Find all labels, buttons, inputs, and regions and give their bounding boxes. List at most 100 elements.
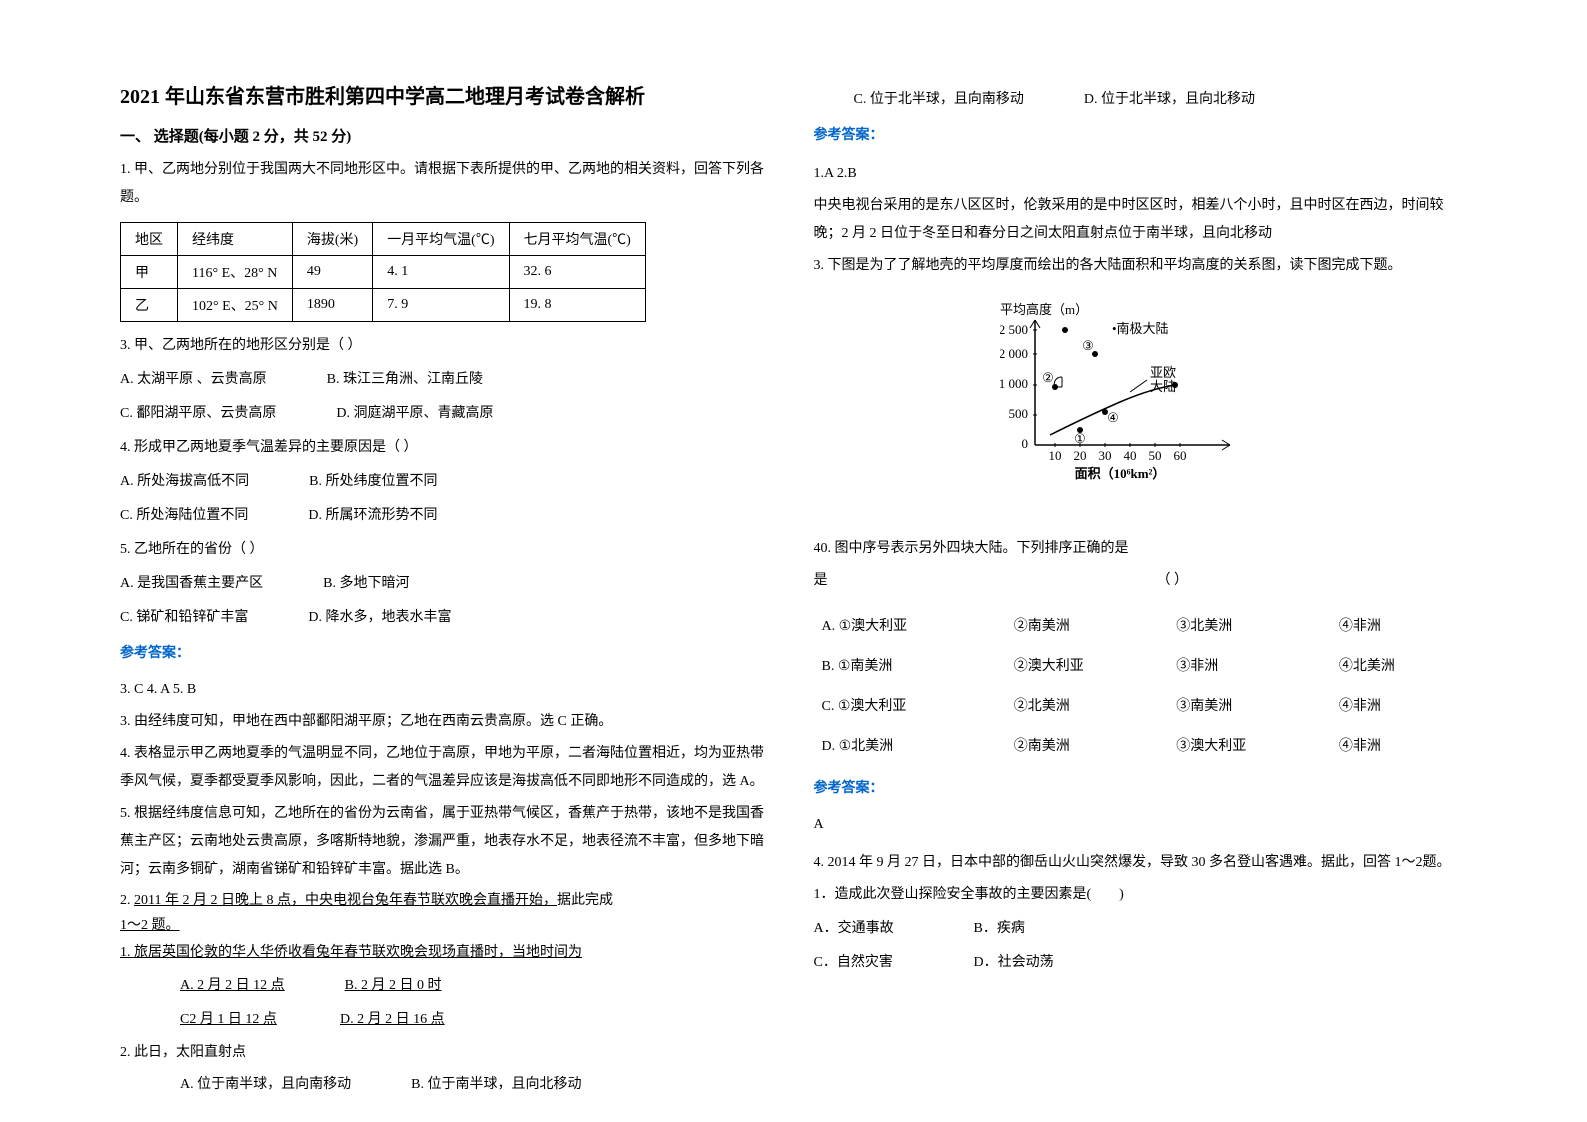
choice-d: D. 洞庭湖平原、青藏高原 [336, 400, 493, 428]
q2-answers: 1.A 2.B [814, 160, 1468, 188]
choice-row: C．自然灾害 D．社会动荡 [814, 949, 1468, 977]
choice-row: A．交通事故 B．疾病 [814, 915, 1468, 943]
choice-a: A. 太湖平原 、云贵高原 [120, 366, 267, 394]
opt-cell: ③非洲 [1168, 645, 1331, 685]
q4-stem: 4. 2014 年 9 月 27 日，日本中部的御岳山火山突然爆发，导致 30 … [814, 849, 1468, 877]
right-column: C. 位于北半球，且向南移动 D. 位于北半球，且向北移动 参考答案： 1.A … [794, 80, 1488, 1082]
section-heading: 一、 选择题(每小题 2 分，共 52 分) [120, 125, 774, 146]
table-row: 甲 116° E、28° N 49 4. 1 32. 6 [121, 256, 646, 289]
xtick: 20 [1074, 448, 1087, 463]
point-label-named: •南极大陆 [1112, 321, 1169, 336]
point-label-named: 大陆 [1150, 379, 1176, 394]
q1-sub3: 3. 甲、乙两地所在的地形区分别是（ ） [120, 332, 774, 360]
table-cell: 甲 [121, 256, 178, 289]
q3-sub40-tail: 是 （ ） [814, 567, 1468, 595]
answer-label: 参考答案： [814, 122, 1468, 150]
choice-b: B. 多地下暗河 [323, 570, 423, 598]
choice-c: C2 月 1 日 12 点 [180, 1006, 280, 1034]
choice-row: A. 位于南半球，且向南移动 B. 位于南半球，且向北移动 [120, 1071, 774, 1099]
choice-row: A. 2 月 2 日 12 点 B. 2 月 2 日 0 时 [120, 972, 774, 1000]
q2-stem: 2. 2011 年 2 月 2 日晚上 8 点，中央电视台兔年春节联欢晚会直播开… [120, 888, 774, 938]
xtick: 50 [1149, 448, 1162, 463]
ytick: 2 000 [1000, 346, 1028, 361]
table-cell: 49 [292, 256, 372, 289]
opt-cell: A. ①澳大利亚 [814, 605, 1006, 645]
opt-cell: ③北美洲 [1168, 605, 1331, 645]
choice-b: B. 所处纬度位置不同 [309, 468, 437, 496]
choice-row: A. 是我国香蕉主要产区 B. 多地下暗河 [120, 570, 774, 598]
q2-sub2: 2. 此日，太阳直射点 [120, 1040, 774, 1065]
choice-row: C. 锑矿和铅锌矿丰富 D. 降水多，地表水丰富 [120, 604, 774, 632]
table-header: 一月平均气温(℃) [373, 223, 509, 256]
choice-b: B. 2 月 2 日 0 时 [345, 972, 445, 1000]
ytick: 1 000 [1000, 376, 1028, 391]
left-column: 2021 年山东省东营市胜利第四中学高二地理月考试卷含解析 一、 选择题(每小题… [100, 80, 794, 1082]
opt-cell: ②南美洲 [1006, 725, 1169, 765]
choice-a: A．交通事故 [814, 915, 914, 943]
y-axis-title: 平均高度（m） [1000, 302, 1088, 317]
choice-b: B．疾病 [974, 915, 1074, 943]
point-label: ④ [1107, 410, 1119, 425]
table-header: 海拔(米) [292, 223, 372, 256]
data-table-q1: 地区 经纬度 海拔(米) 一月平均气温(℃) 七月平均气温(℃) 甲 116° … [120, 222, 646, 322]
table-cell: 116° E、28° N [178, 256, 293, 289]
table-row: 乙 102° E、25° N 1890 7. 9 19. 8 [121, 289, 646, 322]
choice-d: D．社会动荡 [974, 949, 1074, 977]
opt-cell: D. ①北美洲 [814, 725, 1006, 765]
opt-cell: ④非洲 [1331, 605, 1467, 645]
ytick: 2 500 [1000, 322, 1028, 337]
table-cell: 乙 [121, 289, 178, 322]
table-header: 地区 [121, 223, 178, 256]
xtick: 40 [1124, 448, 1137, 463]
choice-a: A. 位于南半球，且向南移动 [180, 1071, 351, 1099]
opt-cell: C. ①澳大利亚 [814, 685, 1006, 725]
q1-answers: 3. C 4. A 5. B [120, 676, 774, 704]
xtick: 60 [1174, 448, 1187, 463]
table-cell: 4. 1 [373, 256, 509, 289]
option-row: B. ①南美洲 ②澳大利亚 ③非洲 ④北美洲 [814, 645, 1468, 685]
point-label: ② [1042, 370, 1054, 385]
q3-options-table: A. ①澳大利亚 ②南美洲 ③北美洲 ④非洲 B. ①南美洲 ②澳大利亚 ③非洲… [814, 605, 1468, 765]
choice-row: C. 鄱阳湖平原、云贵高原 D. 洞庭湖平原、青藏高原 [120, 400, 774, 428]
choice-c: C. 锑矿和铅锌矿丰富 [120, 604, 248, 632]
choice-row: A. 所处海拔高低不同 B. 所处纬度位置不同 [120, 468, 774, 496]
table-cell: 102° E、25° N [178, 289, 293, 322]
table-cell: 7. 9 [373, 289, 509, 322]
q1-sub4: 4. 形成甲乙两地夏季气温差异的主要原因是（ ） [120, 434, 774, 462]
choice-c: C. 鄱阳湖平原、云贵高原 [120, 400, 276, 428]
choice-d: D. 2 月 2 日 16 点 [340, 1006, 445, 1034]
choice-row: C2 月 1 日 12 点 D. 2 月 2 日 16 点 [120, 1006, 774, 1034]
opt-cell: ③南美洲 [1168, 685, 1331, 725]
option-row: D. ①北美洲 ②南美洲 ③澳大利亚 ④非洲 [814, 725, 1468, 765]
opt-cell: ④非洲 [1331, 685, 1467, 725]
opt-cell: ②南美洲 [1006, 605, 1169, 645]
q1-sub5: 5. 乙地所在的省份（ ） [120, 536, 774, 564]
q3-answer: A [814, 811, 1468, 839]
table-cell: 19. 8 [509, 289, 645, 322]
table-header-row: 地区 经纬度 海拔(米) 一月平均气温(℃) 七月平均气温(℃) [121, 223, 646, 256]
point-label-named: 亚欧 [1150, 365, 1176, 380]
x-axis-title: 面积（10⁶km²） [1075, 466, 1166, 481]
choice-c: C. 位于北半球，且向南移动 [854, 86, 1024, 114]
ytick: 500 [1009, 406, 1029, 421]
choice-c: C．自然灾害 [814, 949, 914, 977]
point-label: ① [1074, 431, 1086, 446]
q3-sub40: 40. 图中序号表示另外四块大陆。下列排序正确的是 [814, 535, 1468, 563]
answer-label: 参考答案： [814, 775, 1468, 803]
q1-explanation-5: 5. 根据经纬度信息可知，乙地所在的省份为云南省，属于亚热带气候区，香蕉产于热带… [120, 800, 774, 884]
exam-title: 2021 年山东省东营市胜利第四中学高二地理月考试卷含解析 [120, 80, 774, 109]
q2-underlined: 2011 年 2 月 2 日晚上 8 点，中央电视台兔年春节联欢晚会直播开始， [134, 893, 557, 908]
opt-cell: B. ①南美洲 [814, 645, 1006, 685]
choice-row: C. 所处海陆位置不同 D. 所属环流形势不同 [120, 502, 774, 530]
choice-row: A. 太湖平原 、云贵高原 B. 珠江三角洲、江南丘陵 [120, 366, 774, 394]
choice-a: A. 所处海拔高低不同 [120, 468, 249, 496]
option-row: C. ①澳大利亚 ②北美洲 ③南美洲 ④非洲 [814, 685, 1468, 725]
opt-cell: ④北美洲 [1331, 645, 1467, 685]
q4-sub1: 1．造成此次登山探险安全事故的主要因素是( ) [814, 881, 1468, 909]
xtick: 30 [1099, 448, 1112, 463]
table-cell: 1890 [292, 289, 372, 322]
q1-stem: 1. 甲、乙两地分别位于我国两大不同地形区中。请根据下表所提供的甲、乙两地的相关… [120, 156, 774, 212]
q3-stem: 3. 下图是为了了解地壳的平均厚度而绘出的各大陆面积和平均高度的关系图，读下图完… [814, 252, 1468, 280]
table-header: 七月平均气温(℃) [509, 223, 645, 256]
option-row: A. ①澳大利亚 ②南美洲 ③北美洲 ④非洲 [814, 605, 1468, 645]
